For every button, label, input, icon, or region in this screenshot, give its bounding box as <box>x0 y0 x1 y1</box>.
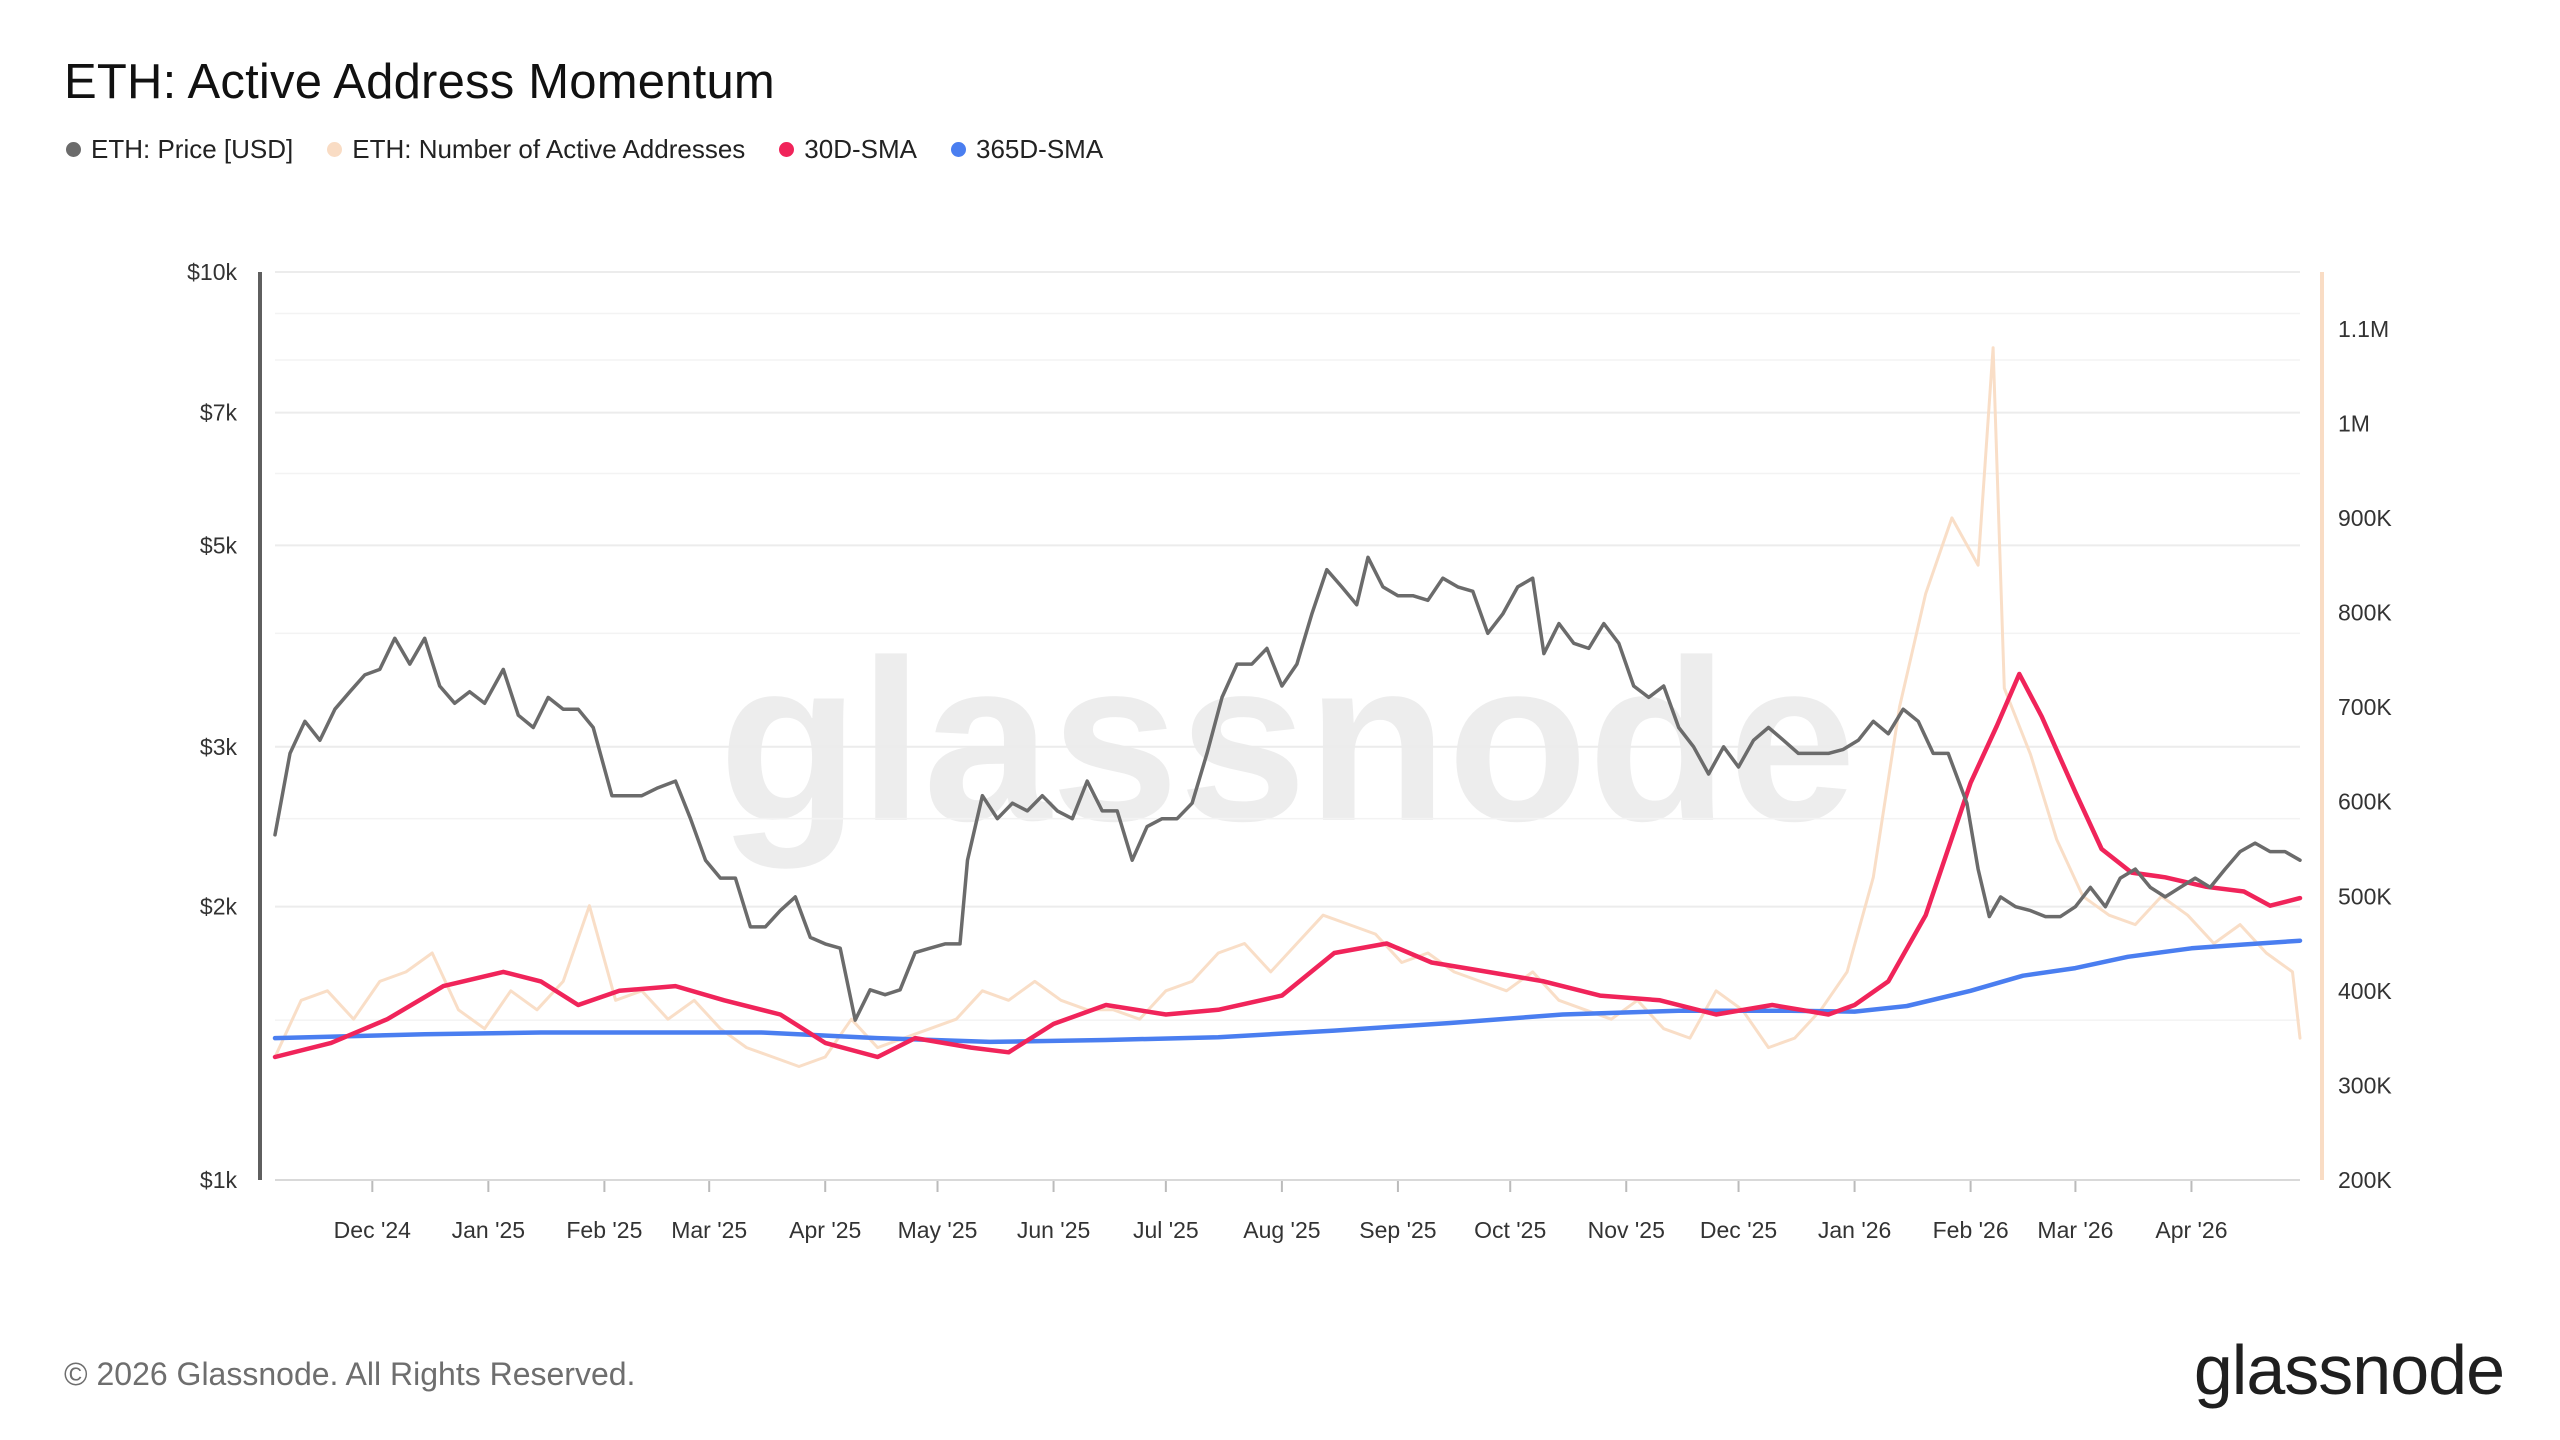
legend-label-365d-sma: 365D-SMA <box>976 134 1104 164</box>
series-layer <box>272 346 2303 1068</box>
legend-dot-active-addresses <box>327 142 343 157</box>
y-tick-label-right: 200K <box>2338 1167 2392 1193</box>
x-tick-label: Dec '25 <box>1700 1217 1777 1243</box>
brand-logo: glassnode <box>2193 1331 2505 1409</box>
x-tick-label: Jun '25 <box>1017 1217 1090 1243</box>
y-tick-label-left: $5k <box>200 532 238 558</box>
watermark-text: glassnode <box>719 612 1857 869</box>
y-tick-label-left: $7k <box>200 400 238 426</box>
x-tick-label: Jan '25 <box>452 1217 525 1243</box>
watermark: glassnode <box>719 612 1857 869</box>
legend-dot-30d-sma <box>779 142 795 157</box>
y-tick-label-right: 700K <box>2338 694 2392 720</box>
legend-label-30d-sma: 30D-SMA <box>804 134 917 164</box>
legend-item-price[interactable]: ETH: Price [USD] <box>66 134 293 165</box>
y-tick-label-right: 300K <box>2338 1072 2392 1098</box>
y-tick-label-right: 500K <box>2338 883 2392 909</box>
x-tick-label: Feb '26 <box>1933 1217 2009 1243</box>
y-tick-label-right: 600K <box>2338 789 2392 815</box>
y-tick-label-right: 400K <box>2338 978 2392 1004</box>
x-tick-label: Mar '25 <box>671 1217 747 1243</box>
x-tick-label: Sep '25 <box>1359 1217 1436 1243</box>
axes: $1k $2k $3k $5k $7k $10k 200K 300K 400K 500K 600K 7… <box>187 259 2392 1243</box>
y-tick-label-left: $1k <box>200 1167 238 1193</box>
y-tick-label-left: $3k <box>200 734 238 760</box>
legend-item-365d-sma[interactable]: 365D-SMA <box>951 134 1103 165</box>
x-tick-label: May '25 <box>898 1217 978 1243</box>
chart-legend: ETH: Price [USD] ETH: Number of Active A… <box>66 134 1103 165</box>
x-tick-label: Dec '24 <box>334 1217 411 1243</box>
chart-title: ETH: Active Address Momentum <box>64 55 775 109</box>
y-tick-label-right: 900K <box>2338 505 2392 531</box>
series-line-365d-sma <box>272 938 2303 1045</box>
legend-item-30d-sma[interactable]: 30D-SMA <box>779 134 917 165</box>
x-tick-label: Jan '26 <box>1818 1217 1891 1243</box>
series-line-eth-number-of-active-addresses <box>273 346 2302 1068</box>
legend-dot-365d-sma <box>951 142 966 157</box>
x-tick-label: Mar '26 <box>2037 1217 2113 1243</box>
x-tick-label: Feb '25 <box>566 1217 642 1243</box>
y-tick-label-right: 1M <box>2338 410 2370 436</box>
x-tick-label: Apr '26 <box>2155 1217 2227 1243</box>
legend-label-price: ETH: Price [USD] <box>91 134 294 164</box>
x-tick-label: Jul '25 <box>1133 1217 1199 1243</box>
y-tick-label-right: 1.1M <box>2338 316 2389 342</box>
legend-label-active-addresses: ETH: Number of Active Addresses <box>352 134 746 164</box>
series-line-eth-price-usd <box>273 555 2302 1022</box>
y-tick-label-left: $10k <box>187 259 237 285</box>
legend-dot-price <box>66 142 81 157</box>
y-tick-label-left: $2k <box>200 894 238 920</box>
x-tick-label: Aug '25 <box>1243 1217 1320 1243</box>
series-line-30d-sma <box>272 671 2303 1060</box>
copyright-text: © 2026 Glassnode. All Rights Reserved. <box>64 1356 636 1392</box>
legend-item-active-addresses[interactable]: ETH: Number of Active Addresses <box>327 134 745 165</box>
x-tick-label: Nov '25 <box>1588 1217 1665 1243</box>
x-tick-label: Oct '25 <box>1474 1217 1546 1243</box>
x-tick-label: Apr '25 <box>789 1217 861 1243</box>
y-tick-label-right: 800K <box>2338 600 2392 626</box>
